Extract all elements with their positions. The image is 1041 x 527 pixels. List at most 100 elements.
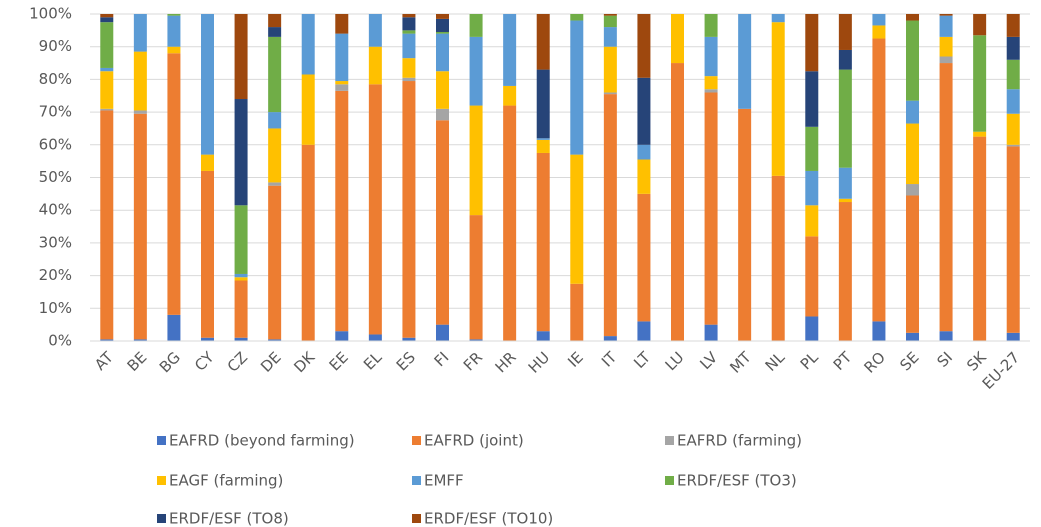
bar-segment: [906, 14, 919, 21]
legend-label: EAGF (farming): [169, 472, 283, 490]
x-tick-label: NL: [762, 348, 789, 375]
x-tick-label: SI: [933, 348, 956, 371]
bar-segment: [368, 84, 382, 335]
bar-segment: [906, 195, 919, 333]
legend-swatch: [157, 436, 166, 445]
y-tick-label: 30%: [39, 233, 72, 251]
bar-segment: [234, 273, 248, 278]
bar-segment: [906, 100, 919, 124]
bar-segment: [301, 74, 315, 145]
bar-segment: [201, 14, 214, 155]
x-tick-label: LU: [662, 348, 688, 374]
legend-swatch: [157, 514, 166, 523]
bar-segment: [301, 14, 315, 75]
bar-segment: [939, 14, 953, 16]
bar-segment: [570, 14, 584, 21]
bar-segment: [906, 20, 919, 101]
bar-segment: [671, 14, 684, 64]
bar-segment: [100, 17, 114, 23]
legend-label: ERDF/ESF (TO8): [169, 510, 289, 527]
bar-segment: [1006, 332, 1020, 341]
x-tick-label: EL: [360, 348, 386, 374]
x-tick-label: EU-27: [979, 348, 1024, 393]
legend-label: EMFF: [424, 472, 464, 490]
bar-segment: [704, 324, 718, 341]
bar-segment: [570, 20, 584, 155]
bar-segment: [973, 136, 987, 341]
bar-segment: [469, 105, 483, 216]
bar-segment: [603, 46, 617, 93]
bar-segment: [201, 154, 214, 171]
bar-segment: [838, 69, 852, 168]
legend-swatch: [412, 436, 421, 445]
bar-segment: [268, 112, 282, 129]
bar-segment: [738, 14, 752, 109]
bar-segment: [637, 14, 651, 78]
bar-segment: [268, 182, 282, 186]
bar-segment: [1006, 14, 1020, 37]
bar-segment: [838, 202, 852, 341]
bar-segment: [469, 215, 483, 340]
x-tick-label: RO: [860, 348, 888, 376]
bar-segment: [603, 336, 617, 341]
bar-segment: [637, 321, 651, 341]
x-tick-label: DE: [257, 348, 285, 376]
bar-segment: [771, 175, 785, 341]
y-tick-label: 20%: [39, 266, 72, 284]
x-tick-label: EE: [326, 348, 352, 374]
bar-segment: [436, 71, 449, 109]
bar-segment: [268, 36, 282, 113]
bar-segment: [603, 94, 617, 337]
bar-segment: [335, 90, 349, 332]
bar-segment: [603, 92, 617, 95]
bar-segment: [536, 138, 550, 140]
bar-segment: [402, 77, 416, 82]
legend-swatch: [157, 476, 166, 485]
x-tick-label: BE: [124, 348, 151, 375]
legend-swatch: [412, 514, 421, 523]
bar-segment: [805, 126, 819, 171]
legend-label: ERDF/ESF (TO10): [424, 510, 553, 527]
bar-segment: [234, 277, 248, 281]
bar-segment: [671, 63, 684, 342]
bar-segment: [167, 14, 181, 16]
bar-segment: [234, 99, 248, 206]
x-tick-label: PL: [797, 348, 822, 373]
bar-segment: [939, 63, 953, 332]
bar-segment: [536, 69, 550, 139]
bar-segment: [100, 71, 114, 109]
bar-segment: [570, 283, 584, 341]
bar-segment: [805, 71, 819, 127]
bar-segment: [838, 198, 852, 203]
x-tick-label: HR: [492, 348, 520, 376]
y-tick-label: 40%: [39, 201, 72, 219]
legend-label: EAFRD (joint): [424, 432, 524, 450]
y-tick-label: 80%: [39, 70, 72, 88]
bar-segment: [268, 128, 282, 183]
bar-segment: [503, 14, 517, 86]
y-tick-label: 60%: [39, 135, 72, 153]
bar-segment: [872, 321, 886, 341]
bar-segment: [637, 144, 651, 160]
x-tick-label: BG: [156, 348, 184, 376]
bar-segment: [637, 159, 651, 194]
bar-segment: [939, 36, 953, 57]
bar-segment: [973, 131, 987, 137]
bar-segment: [738, 108, 752, 341]
bar-segment: [872, 14, 886, 26]
bar-segment: [133, 113, 147, 340]
legend-label: EAFRD (beyond farming): [169, 432, 355, 450]
bar-segment: [469, 339, 483, 341]
x-tick-label: LT: [630, 348, 654, 372]
bar-segment: [704, 76, 718, 90]
bar-segment: [402, 33, 416, 59]
bar-segment: [100, 108, 114, 111]
bar-segment: [100, 14, 114, 18]
bar-segment: [603, 14, 617, 16]
legend-label: ERDF/ESF (TO3): [677, 472, 797, 490]
bar-segment: [939, 56, 953, 64]
bar-segment: [503, 85, 517, 106]
bar-segment: [906, 184, 919, 196]
x-tick-label: CY: [191, 348, 218, 375]
bar-segment: [771, 22, 785, 176]
